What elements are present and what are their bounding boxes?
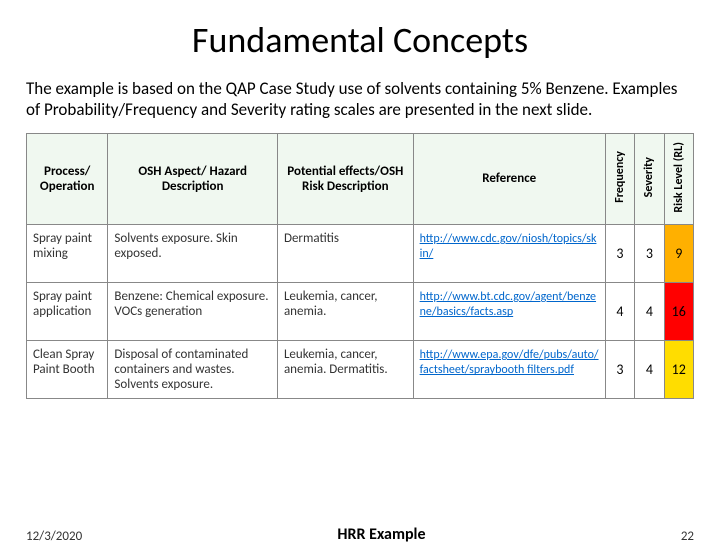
cell-reference: http://www.epa.gov/dfe/pubs/auto/factshe… (413, 341, 605, 399)
cell-process: Spray paint mixing (27, 225, 108, 283)
header-process: Process/ Operation (27, 133, 108, 225)
cell-frequency: 4 (605, 283, 634, 341)
cell-process: Spray paint application (27, 283, 108, 341)
cell-effects: Leukemia, cancer, anemia. Dermatitis. (277, 341, 413, 399)
table-row: Spray paint mixing Solvents exposure. Sk… (27, 225, 694, 283)
table-header-row: Process/ Operation OSH Aspect/ Hazard De… (27, 133, 694, 225)
header-reference: Reference (413, 133, 605, 225)
header-effects: Potential effects/OSH Risk Description (277, 133, 413, 225)
cell-frequency: 3 (605, 225, 634, 283)
cell-process: Clean Spray Paint Booth (27, 341, 108, 399)
footer: 12/3/2020 HRR Example 22 (0, 525, 720, 544)
cell-effects: Leukemia, cancer, anemia. (277, 283, 413, 341)
cell-severity: 4 (635, 283, 664, 341)
cell-risklevel: 9 (664, 225, 693, 283)
cell-risklevel: 12 (664, 341, 693, 399)
cell-hazard: Solvents exposure. Skin exposed. (108, 225, 278, 283)
table-container: Process/ Operation OSH Aspect/ Hazard De… (0, 133, 720, 400)
table-row: Clean Spray Paint Booth Disposal of cont… (27, 341, 694, 399)
reference-link[interactable]: http://www.epa.gov/dfe/pubs/auto/factshe… (420, 348, 599, 377)
table-row: Spray paint application Benzene: Chemica… (27, 283, 694, 341)
cell-frequency: 3 (605, 341, 634, 399)
cell-reference: http://www.cdc.gov/niosh/topics/skin/ (413, 225, 605, 283)
footer-caption: HRR Example (82, 525, 681, 544)
header-frequency: Frequency (605, 133, 634, 225)
cell-effects: Dermatitis (277, 225, 413, 283)
footer-date: 12/3/2020 (26, 529, 82, 544)
description-text: The example is based on the QAP Case Stu… (0, 78, 720, 121)
header-severity: Severity (635, 133, 664, 225)
cell-risklevel: 16 (664, 283, 693, 341)
cell-reference: http://www.bt.cdc.gov/agent/benzene/basi… (413, 283, 605, 341)
cell-severity: 4 (635, 341, 664, 399)
header-hazard: OSH Aspect/ Hazard Description (108, 133, 278, 225)
cell-hazard: Benzene: Chemical exposure. VOCs generat… (108, 283, 278, 341)
hrr-table: Process/ Operation OSH Aspect/ Hazard De… (26, 133, 694, 400)
footer-page: 22 (681, 529, 694, 544)
cell-severity: 3 (635, 225, 664, 283)
reference-link[interactable]: http://www.bt.cdc.gov/agent/benzene/basi… (420, 290, 596, 319)
page-title: Fundamental Concepts (0, 18, 720, 62)
cell-hazard: Disposal of contaminated containers and … (108, 341, 278, 399)
reference-link[interactable]: http://www.cdc.gov/niosh/topics/skin/ (420, 232, 597, 261)
header-risklevel: Risk Level (RL) (664, 133, 693, 225)
